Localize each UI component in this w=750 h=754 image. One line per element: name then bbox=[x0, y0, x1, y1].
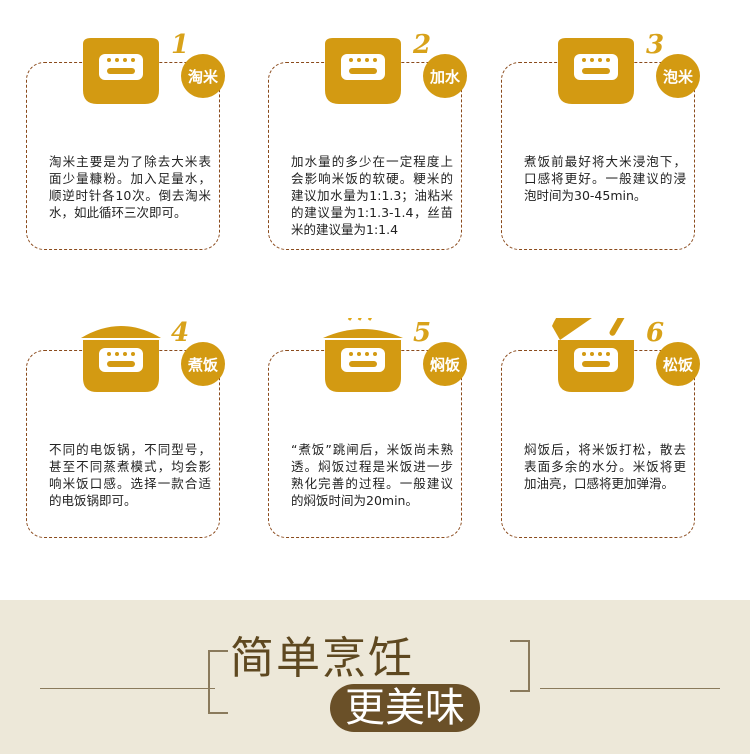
footer-title-pill bbox=[330, 684, 480, 732]
step-number: 2 bbox=[413, 30, 432, 60]
step-label-badge: 焖饭 bbox=[423, 342, 467, 386]
step-card: 不同的电饭锅，不同型号，甚至不同蒸煮模式，均会影响米饭口感。选择一款合适的电饭锅… bbox=[26, 350, 220, 538]
step-number: 4 bbox=[171, 318, 190, 348]
footer-right-line bbox=[540, 688, 720, 689]
step-label-badge: 淘米 bbox=[181, 54, 225, 98]
step-description: 加水量的多少在一定程度上会影响米饭的软硬。粳米的建议加水量为1:1.3；油粘米的… bbox=[291, 154, 453, 237]
footer-left-line bbox=[40, 688, 215, 689]
footer-title-line1: 简单烹饪 bbox=[230, 633, 414, 684]
step-description: 煮饭前最好将大米浸泡下，口感将更好。一般建议的浸泡时间为30-45min。 bbox=[524, 154, 686, 203]
step-6: 焖饭后，将米饭打松，散去表面多余的水分。米饭将更加油亮，口感将更加弹滑。 6 松… bbox=[498, 318, 728, 588]
steaming-cooker-icon bbox=[323, 318, 403, 392]
step-description: 焖饭后，将米饭打松，散去表面多余的水分。米饭将更加油亮，口感将更加弹滑。 bbox=[524, 442, 686, 491]
step-label-badge: 松饭 bbox=[656, 342, 700, 386]
open-lid-cooker-with-spatula-icon bbox=[552, 318, 634, 392]
footer-title-line2: 更美味 bbox=[345, 685, 465, 731]
closed-lid-cooker-icon bbox=[81, 326, 161, 392]
step-label-badge: 泡米 bbox=[656, 54, 700, 98]
step-label-badge: 加水 bbox=[423, 54, 467, 98]
footer-left-bracket bbox=[208, 650, 228, 714]
step-number: 5 bbox=[413, 318, 432, 348]
step-card: 加水量的多少在一定程度上会影响米饭的软硬。粳米的建议加水量为1:1.3；油粘米的… bbox=[268, 62, 462, 250]
step-number: 6 bbox=[646, 318, 665, 348]
step-5: “煮饭”跳闸后，米饭尚未熟透。焖饭过程是米饭进一步熟化完善的过程。一般建议的焖饭… bbox=[265, 318, 495, 588]
step-label-badge: 煮饭 bbox=[181, 342, 225, 386]
water-drop-cooker-icon bbox=[325, 38, 401, 104]
step-description: 不同的电饭锅，不同型号，甚至不同蒸煮模式，均会影响米饭口感。选择一款合适的电饭锅… bbox=[49, 442, 211, 508]
step-4: 不同的电饭锅，不同型号，甚至不同蒸煮模式，均会影响米饭口感。选择一款合适的电饭锅… bbox=[23, 318, 253, 588]
step-description: 淘米主要是为了除去大米表面少量糠粉。加入足量水，顺逆时针各10次。倒去淘米水，如… bbox=[49, 154, 211, 220]
step-3: 煮饭前最好将大米浸泡下，口感将更好。一般建议的浸泡时间为30-45min。 3 … bbox=[498, 30, 728, 300]
step-number: 1 bbox=[171, 30, 190, 60]
step-number: 3 bbox=[646, 30, 665, 60]
step-1: 淘米主要是为了除去大米表面少量糠粉。加入足量水，顺逆时针各10次。倒去淘米水，如… bbox=[23, 30, 253, 300]
step-2: 加水量的多少在一定程度上会影响米饭的软硬。粳米的建议加水量为1:1.3；油粘米的… bbox=[265, 30, 495, 300]
footer-right-bracket bbox=[510, 640, 530, 692]
rice-washing-cooker-icon bbox=[83, 38, 159, 104]
rice-cooker-icon bbox=[558, 38, 634, 104]
step-description: “煮饭”跳闸后，米饭尚未熟透。焖饭过程是米饭进一步熟化完善的过程。一般建议的焖饭… bbox=[291, 442, 453, 508]
